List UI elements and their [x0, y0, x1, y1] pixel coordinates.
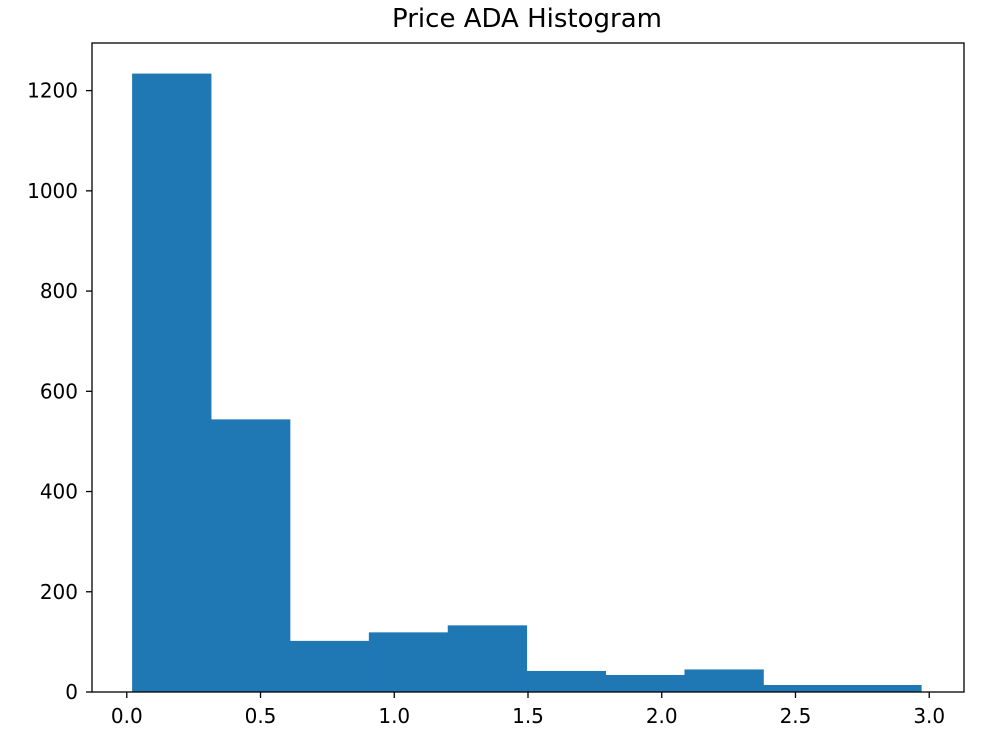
y-tick-label: 200 [40, 580, 78, 604]
chart-title: Price ADA Histogram [392, 4, 662, 34]
histogram-bar [763, 684, 843, 692]
histogram-bar [132, 73, 212, 692]
y-tick-label: 400 [40, 480, 78, 504]
histogram-bar [447, 625, 528, 692]
histogram-bar [368, 632, 449, 692]
histogram-bar [842, 684, 922, 692]
bars-group [132, 73, 922, 692]
histogram-bar [289, 640, 370, 692]
histogram-bar [211, 419, 291, 692]
y-tick-label: 0 [65, 680, 78, 704]
x-tick-label: 1.0 [378, 704, 410, 728]
x-tick-label: 0.5 [245, 704, 277, 728]
x-tick-label: 3.0 [913, 704, 945, 728]
x-tick-label: 1.5 [512, 704, 544, 728]
x-tick-label: 0.0 [111, 704, 143, 728]
x-tick-label: 2.0 [646, 704, 678, 728]
histogram-bar [684, 669, 764, 692]
histogram-bar [526, 670, 606, 692]
y-tick-label: 1000 [27, 179, 78, 203]
y-tick-label: 800 [40, 279, 78, 303]
histogram-bar [605, 674, 685, 692]
y-tick-label: 600 [40, 379, 78, 403]
y-tick-label: 1200 [27, 79, 78, 103]
x-tick-label: 2.5 [780, 704, 812, 728]
x-axis: 0.0 0.5 1.0 1.5 2.0 2.5 3.0 [111, 692, 945, 728]
y-axis: 0 200 400 600 800 1000 1200 [27, 79, 92, 704]
